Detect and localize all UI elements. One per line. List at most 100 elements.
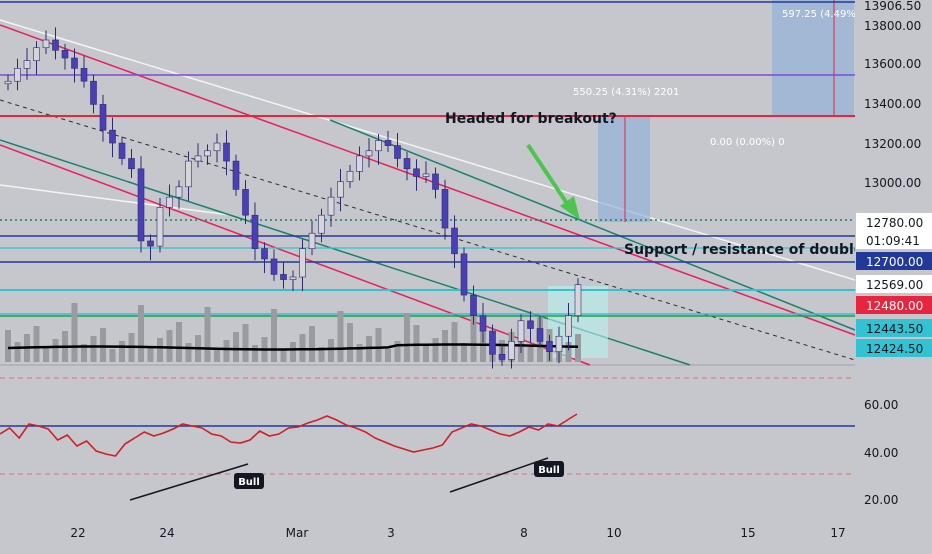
candle-body: [147, 240, 154, 247]
candle-body: [128, 158, 135, 170]
volume-bar: [242, 324, 249, 362]
candle-body: [470, 294, 477, 316]
candle-body: [270, 258, 278, 275]
volume-bar: [14, 342, 21, 362]
rsi-pane[interactable]: [0, 365, 855, 515]
bull-badge-1: Bull: [234, 473, 264, 489]
candle-body: [137, 168, 145, 242]
candle-body: [175, 186, 183, 198]
candle-body: [4, 80, 12, 85]
candle-body: [555, 335, 563, 352]
channel-white-lower: [0, 184, 231, 216]
candle-body: [289, 276, 297, 280]
measure-zero-label: 0.00 (0.00%) 0: [710, 137, 785, 148]
volume-bar: [318, 347, 325, 362]
volume-bar: [166, 330, 173, 362]
volume-bar: [394, 341, 401, 362]
candle-body: [280, 274, 287, 280]
volume-bar: [185, 343, 192, 362]
projection-box-mid[interactable]: [598, 116, 650, 222]
candle-body: [460, 253, 468, 296]
candle-body: [194, 155, 202, 162]
candle-body: [166, 196, 173, 208]
price-badge: [856, 231, 932, 249]
candle-body: [223, 142, 230, 162]
time-axis[interactable]: [0, 515, 932, 550]
candle-body: [90, 80, 97, 105]
volume-bar: [157, 338, 163, 362]
support-annotation[interactable]: Support / resistance of double: [624, 242, 863, 258]
volume-bar: [337, 311, 344, 362]
volume-bar: [413, 325, 420, 362]
volume-bar: [81, 344, 87, 362]
candle-body: [261, 248, 268, 260]
candle-body: [99, 104, 107, 131]
price-tick-label: 13906.50: [864, 0, 921, 13]
candle-body: [546, 341, 553, 352]
volume-bar: [328, 339, 334, 362]
candle-body: [232, 160, 240, 190]
breakout-arrow-icon[interactable]: [526, 143, 580, 220]
candle-body: [441, 189, 449, 229]
volume-bar: [309, 326, 315, 362]
time-axis-ticks: 22 24 Mar 3 8 10 15 17: [70, 526, 845, 540]
candle-body: [574, 284, 582, 316]
rsi-divergence-line-1: [129, 463, 249, 501]
channel-red-upper: [0, 24, 856, 336]
price-badge-label: 12443.50: [866, 322, 923, 336]
price-tick-label: 13600.00: [864, 57, 921, 71]
price-badge: [856, 252, 932, 270]
rsi-axis-ticks: 60.00 40.00 20.00: [864, 398, 898, 507]
breakout-annotation[interactable]: Headed for breakout?: [445, 111, 617, 127]
candle-body: [394, 145, 401, 159]
price-badge: [856, 319, 932, 337]
price-tick-label: 13400.00: [864, 97, 921, 111]
time-tick-label: 22: [70, 526, 85, 540]
volume-bar: [461, 343, 467, 362]
time-tick-label: 8: [520, 526, 528, 540]
price-tick-label: 13200.00: [864, 137, 921, 151]
volume-bar: [470, 315, 477, 362]
volume-bar: [356, 344, 363, 362]
volume-bar: [527, 345, 534, 362]
price-badge-label: 01:09:41: [866, 234, 920, 248]
candle-body: [318, 214, 325, 234]
candle-body: [213, 142, 221, 152]
candle-body: [204, 150, 211, 157]
volume-bar: [52, 339, 59, 362]
volume-bar: [71, 303, 78, 362]
time-tick-label: Mar: [286, 526, 309, 540]
volume-bar: [290, 342, 296, 362]
candle-body: [413, 168, 420, 177]
projection-box-top[interactable]: [772, 0, 854, 116]
volume-bar: [33, 326, 40, 362]
volume-ma-line: [7, 343, 579, 351]
candle-body: [375, 140, 382, 152]
time-tick-label: 3: [387, 526, 395, 540]
volume-bar: [109, 349, 116, 362]
channel-red-lower: [0, 144, 591, 366]
volume-bar: [214, 348, 220, 362]
candle-body: [403, 158, 411, 170]
candle-body: [356, 155, 363, 172]
candle-body: [14, 68, 21, 82]
bull-label-1: Bull: [238, 477, 260, 488]
channel-green-upper: [329, 119, 856, 331]
candle-body: [498, 353, 506, 360]
volume-bar: [119, 341, 125, 362]
candle-body: [451, 227, 458, 255]
time-tick-label: 17: [830, 526, 845, 540]
candle-body: [489, 330, 496, 355]
price-badge: [856, 296, 932, 314]
candle-body: [508, 341, 515, 360]
volume-bar: [176, 322, 182, 362]
price-badge-label: 12569.00: [866, 278, 923, 292]
volume-bar: [565, 342, 572, 362]
candle-body: [242, 189, 249, 216]
volume-bar: [347, 323, 353, 362]
candle-body: [33, 47, 40, 61]
candle-body: [337, 181, 344, 198]
volume-bar: [147, 346, 154, 362]
volume-bar: [138, 305, 144, 362]
